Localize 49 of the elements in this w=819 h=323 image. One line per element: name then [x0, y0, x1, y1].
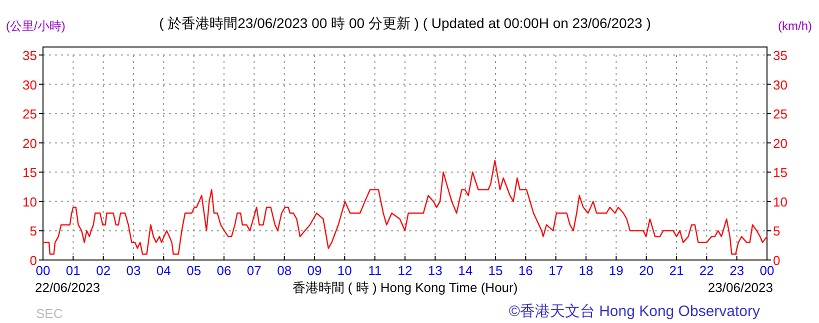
- annotation: 22/06/2023: [35, 280, 100, 295]
- y2tick: 25: [773, 106, 788, 122]
- title: ( 於香港時間23/06/2023 00 時 00 分更新 ) ( Updated at 00:00H on 23/06/2023 ): [159, 15, 651, 31]
- xtick: 03: [126, 263, 141, 278]
- ytick: 25: [22, 106, 37, 122]
- y2tick: 20: [773, 136, 788, 151]
- xtick: 01: [66, 263, 80, 278]
- y2tick: 5: [773, 224, 780, 239]
- annotation: ©香港天文台 Hong Kong Observatory: [508, 303, 760, 320]
- y2tick: 30: [773, 77, 788, 92]
- xtick: 17: [548, 263, 564, 278]
- xtick: 05: [186, 263, 202, 278]
- xtick: 14: [458, 263, 473, 278]
- ylabel: (公里/小時): [6, 19, 66, 33]
- ytick: 0: [30, 253, 37, 268]
- xtick: 00: [760, 263, 774, 278]
- xtick: 00: [36, 263, 50, 278]
- ytick: 5: [30, 224, 37, 239]
- y2label: (km/h): [778, 19, 812, 33]
- annotation: 23/06/2023: [708, 280, 773, 295]
- xtick: 09: [307, 263, 322, 278]
- xtick: 12: [398, 263, 412, 278]
- ytick: 30: [22, 77, 37, 92]
- xtick: 07: [246, 263, 262, 278]
- ytick: 15: [22, 165, 37, 180]
- xtick: 06: [216, 263, 232, 278]
- annotation: SEC: [36, 306, 63, 321]
- xtick: 18: [578, 263, 594, 278]
- ytick: 35: [22, 48, 37, 63]
- xtick: 10: [337, 263, 352, 278]
- xtick: 02: [96, 263, 111, 278]
- xtick: 15: [488, 263, 503, 278]
- xtick: 08: [277, 263, 292, 278]
- xtick: 13: [428, 263, 442, 278]
- xtick: 04: [156, 263, 171, 278]
- y2tick: 15: [773, 165, 788, 180]
- y2tick: 0: [773, 253, 780, 268]
- y2tick: 10: [773, 194, 788, 210]
- xtick: 16: [518, 263, 533, 278]
- xlabel: 香港時間 ( 時 ) Hong Kong Time (Hour): [292, 280, 518, 295]
- ytick: 20: [22, 136, 37, 151]
- xtick: 22: [699, 263, 714, 278]
- ytick: 10: [22, 194, 37, 210]
- xtick: 11: [368, 263, 382, 278]
- xtick: 21: [669, 263, 684, 278]
- xtick: 23: [730, 263, 744, 278]
- xtick: 19: [608, 263, 624, 278]
- xtick: 20: [639, 263, 654, 278]
- y2tick: 35: [773, 48, 788, 63]
